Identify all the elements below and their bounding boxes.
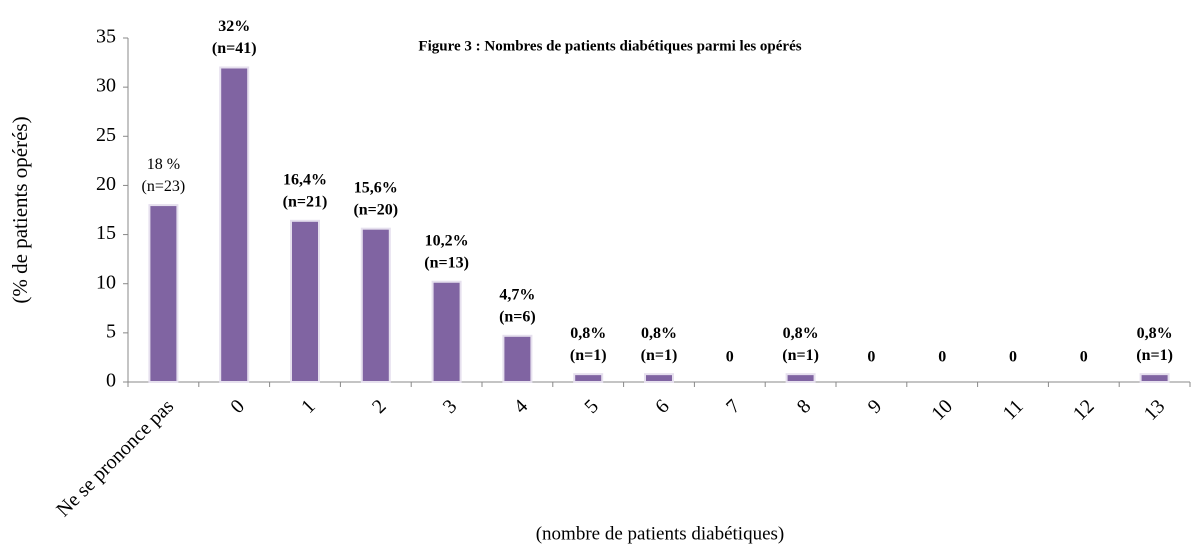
y-tick-label: 15	[96, 222, 116, 244]
count-label: (n=1)	[782, 347, 819, 364]
y-tick-label: 10	[96, 271, 116, 293]
y-tick-label: 25	[96, 124, 116, 146]
count-label: (n=1)	[570, 347, 607, 364]
bar	[360, 227, 391, 383]
y-tick-label: 5	[106, 320, 116, 342]
bar	[785, 373, 816, 384]
value-label: 4,7%	[499, 286, 535, 303]
value-label: 0	[1080, 349, 1088, 366]
value-label: 16,4%	[283, 171, 327, 188]
count-label: (n=20)	[353, 201, 398, 218]
x-tick-label: 11	[999, 395, 1028, 424]
bar	[431, 280, 462, 383]
value-label: 0,8%	[570, 325, 606, 342]
x-tick-label: 10	[927, 395, 957, 425]
x-tick-label: 3	[439, 395, 462, 418]
y-tick-label: 0	[106, 370, 116, 392]
value-label: 32%	[218, 18, 250, 35]
value-label: 0,8%	[1137, 325, 1173, 342]
bar	[573, 373, 604, 384]
bar	[148, 204, 179, 383]
x-tick-label: 0	[226, 395, 249, 418]
x-tick-label: 6	[651, 395, 674, 418]
x-tick-label: 1	[297, 395, 320, 418]
count-label: (n=23)	[142, 178, 186, 195]
x-tick-label: 4	[510, 395, 533, 418]
x-tick-label: 12	[1069, 395, 1099, 425]
value-label: 0	[1009, 349, 1017, 366]
bar	[502, 334, 533, 384]
value-label: 0,8%	[783, 325, 819, 342]
count-label: (n=41)	[212, 40, 257, 57]
bar	[290, 219, 320, 383]
bar	[1139, 373, 1170, 384]
value-label: 0	[867, 349, 875, 366]
x-tick-label: 9	[864, 395, 887, 418]
x-tick-label: 5	[580, 395, 603, 418]
count-label: (n=13)	[424, 254, 469, 271]
bar	[219, 66, 250, 383]
x-tick-label: 8	[793, 395, 816, 418]
value-label: 0,8%	[641, 325, 677, 342]
y-tick-label: 35	[96, 26, 116, 48]
count-label: (n=6)	[499, 308, 536, 325]
x-tick-label: 7	[722, 395, 745, 418]
x-axis-label: (nombre de patients diabétiques)	[536, 523, 785, 544]
y-tick-label: 30	[96, 75, 116, 97]
x-tick-label: Ne se prononce pas	[52, 395, 178, 521]
x-tick-label: 13	[1140, 395, 1170, 425]
value-label: 0	[726, 349, 734, 366]
value-label: 18 %	[147, 156, 180, 173]
count-label: (n=1)	[1136, 347, 1173, 364]
value-label: 15,6%	[354, 179, 398, 196]
y-tick-label: 20	[96, 173, 116, 195]
chart-title: Figure 3 : Nombres de patients diabétiqu…	[418, 38, 801, 54]
y-axis-label: (% de patients opérés)	[8, 116, 32, 303]
value-label: 10,2%	[425, 232, 469, 249]
count-label: (n=1)	[641, 347, 678, 364]
bar	[644, 373, 674, 384]
value-label: 0	[938, 349, 946, 366]
x-tick-label: 2	[368, 395, 391, 418]
count-label: (n=21)	[283, 193, 328, 210]
